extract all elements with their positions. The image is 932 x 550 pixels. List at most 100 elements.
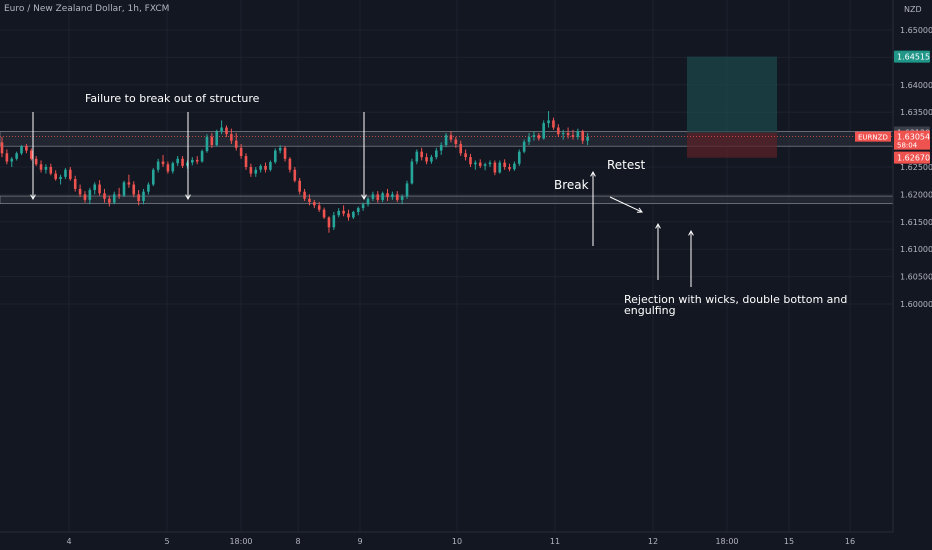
candle-body (342, 210, 345, 214)
candle-body (527, 136, 531, 142)
annotation-failure: Failure to break out of structure (85, 92, 260, 105)
candle-body (503, 162, 506, 167)
candle-body (39, 164, 43, 170)
time-tick-label: 11 (550, 537, 560, 546)
candle-body (513, 163, 516, 170)
candle-body (288, 158, 292, 170)
arrow-down-2-head (185, 194, 191, 201)
candle-body (195, 159, 199, 162)
candle-body (576, 131, 580, 137)
candle-body (566, 133, 570, 136)
time-tick-label: 16 (845, 537, 855, 546)
symbol-tag-bg (855, 131, 891, 142)
candle-body (356, 208, 360, 212)
candle-body (571, 135, 575, 137)
candle-body (395, 194, 399, 200)
candle-body (78, 188, 82, 195)
chart-title: Euro / New Zealand Dollar, 1h, FXCM (4, 4, 170, 14)
candle-body (483, 164, 487, 166)
current-price-label: 1.63054 (897, 133, 930, 142)
candle-body (352, 211, 355, 218)
arrow-down-1-head (30, 194, 36, 201)
candle-body (474, 162, 477, 165)
candle-body (234, 140, 238, 148)
candle-body (425, 157, 428, 162)
candle-body (420, 151, 423, 158)
candle-body (308, 198, 311, 203)
price-axis[interactable]: 1.65000 1.64000 1.63500 1.62500 1.62000 1.615… (855, 0, 932, 550)
candle-body (366, 198, 370, 205)
candle-body (586, 136, 589, 141)
candle-body (171, 163, 175, 172)
candle-body (269, 162, 272, 170)
candle-body (469, 157, 472, 165)
candle-body (454, 139, 458, 144)
candle-body (132, 184, 136, 195)
axis-unit: NZD (904, 5, 922, 14)
annotation-rejection-line2: engulfing (624, 304, 676, 317)
candle-body (117, 194, 121, 196)
candle-body (98, 184, 101, 194)
candle-body (547, 120, 550, 124)
arrow-rejection-2-head (688, 229, 694, 236)
candle-body (542, 123, 545, 139)
candle-body (176, 158, 179, 164)
candle-body (532, 135, 536, 137)
candle-body (142, 191, 145, 201)
candle-body (327, 217, 331, 228)
support-zone (0, 195, 894, 205)
candle-body (166, 164, 170, 172)
candle-body (517, 151, 521, 164)
candle-body (103, 193, 106, 199)
candle-body (73, 179, 77, 189)
candle-body (210, 136, 214, 146)
price-tick-label: 1.60500 (900, 273, 932, 282)
price-tick-label: 1.60000 (900, 300, 932, 309)
candle-body (439, 145, 443, 151)
candle-body (488, 162, 492, 165)
candle-body (225, 127, 228, 135)
candle-body (44, 167, 48, 170)
candle-body (303, 191, 306, 199)
candle-body (552, 120, 555, 128)
candle-body (430, 157, 433, 162)
candle-body (181, 158, 184, 166)
candle-body (112, 194, 116, 203)
stop-price-label-bg (894, 151, 930, 164)
annotation-arrows (30, 112, 694, 287)
time-tick-label: 18:00 (715, 537, 738, 546)
candle-body (337, 210, 341, 216)
price-tick-label: 1.64000 (900, 81, 932, 90)
candle-body (10, 158, 14, 162)
candle-body (93, 184, 97, 191)
candle-body (313, 202, 316, 206)
arrow-down-3-head (361, 194, 367, 201)
price-tick-label: 1.61500 (900, 218, 932, 227)
time-tick-label: 18:00 (229, 537, 252, 546)
candle-body (361, 204, 365, 209)
arrow-retest-head (636, 207, 643, 213)
time-axis[interactable]: 4 5 18:00 8 9 10 11 12 18:00 15 16 (0, 531, 893, 546)
annotation-break: Break (554, 178, 589, 192)
price-tick-label: 1.61000 (900, 245, 932, 254)
candle-body (464, 153, 467, 158)
target-zone (687, 56, 777, 133)
candle-body (449, 135, 453, 140)
candle-body (215, 131, 219, 146)
target-price-label: 1.64515 (897, 53, 930, 62)
candle-body (259, 165, 262, 170)
candle-body (239, 147, 243, 157)
candle-body (20, 146, 23, 154)
candle-body (493, 162, 497, 173)
candle-body (386, 193, 389, 198)
time-tick-label: 8 (295, 537, 300, 546)
candle-body (83, 194, 87, 200)
candle-body (5, 153, 9, 162)
candle-body (0, 142, 4, 154)
candle-body (122, 182, 126, 196)
candle-body (200, 151, 204, 162)
time-tick-label: 12 (648, 537, 658, 546)
candle-body (508, 167, 511, 170)
candle-body (15, 153, 18, 159)
